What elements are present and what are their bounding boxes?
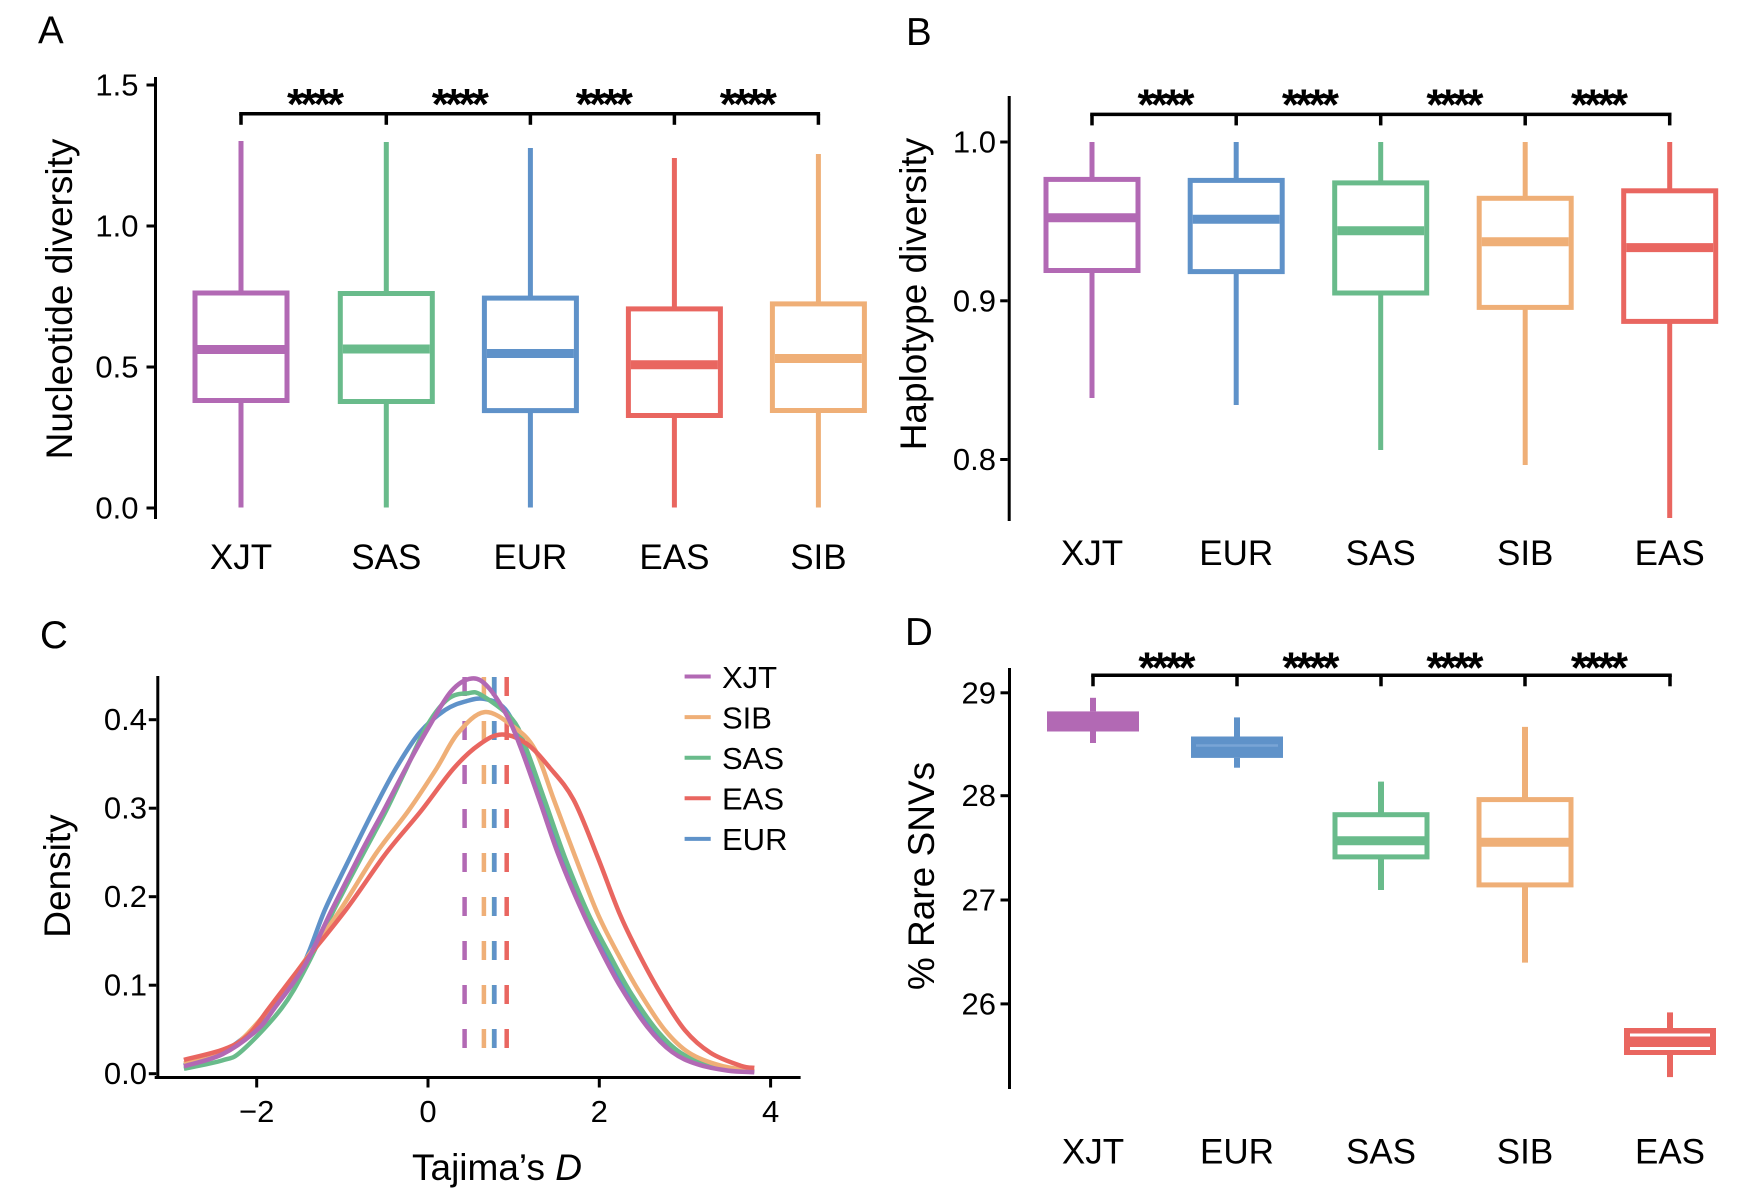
svg-text:Tajima’s D: Tajima’s D: [412, 1147, 582, 1188]
svg-text:****: ****: [1426, 644, 1484, 693]
svg-text:0.5: 0.5: [95, 350, 138, 385]
svg-text:****: ****: [720, 80, 778, 129]
svg-text:XJT: XJT: [1061, 534, 1123, 573]
svg-text:****: ****: [1571, 81, 1629, 130]
svg-text:EAS: EAS: [639, 538, 709, 577]
svg-text:1.5: 1.5: [95, 68, 138, 103]
svg-text:Nucleotide diversity: Nucleotide diversity: [39, 138, 80, 459]
svg-text:27: 27: [962, 883, 996, 918]
svg-text:0.4: 0.4: [104, 702, 147, 737]
svg-text:XJT: XJT: [722, 660, 777, 695]
svg-text:0.0: 0.0: [95, 491, 138, 526]
svg-text:0.3: 0.3: [104, 791, 147, 826]
svg-text:EAS: EAS: [722, 782, 784, 817]
svg-text:SIB: SIB: [722, 700, 772, 735]
svg-text:29: 29: [962, 675, 996, 710]
svg-text:C: C: [40, 614, 68, 657]
svg-text:0.0: 0.0: [104, 1056, 147, 1091]
svg-text:SAS: SAS: [1346, 534, 1416, 573]
svg-text:XJT: XJT: [210, 538, 272, 577]
svg-text:B: B: [906, 11, 932, 54]
svg-text:****: ****: [1282, 644, 1340, 693]
svg-text:****: ****: [576, 80, 634, 129]
svg-text:Density: Density: [37, 814, 78, 938]
svg-text:****: ****: [287, 80, 345, 129]
svg-text:****: ****: [1426, 81, 1484, 130]
svg-text:0.2: 0.2: [104, 879, 147, 914]
svg-text:A: A: [38, 10, 64, 53]
svg-text:−2: −2: [239, 1094, 274, 1129]
svg-text:Haplotype diversity: Haplotype diversity: [893, 137, 934, 450]
svg-text:2: 2: [591, 1094, 608, 1129]
svg-text:0.8: 0.8: [953, 442, 996, 477]
svg-text:SIB: SIB: [1497, 534, 1553, 573]
svg-text:0.9: 0.9: [953, 283, 996, 318]
svg-text:26: 26: [962, 986, 996, 1021]
svg-text:****: ****: [1138, 644, 1196, 693]
svg-text:EUR: EUR: [1200, 1133, 1274, 1172]
svg-text:EUR: EUR: [493, 538, 567, 577]
svg-text:EAS: EAS: [1635, 1133, 1705, 1172]
svg-text:****: ****: [1571, 644, 1629, 693]
svg-text:0.1: 0.1: [104, 968, 147, 1003]
svg-text:****: ****: [432, 80, 490, 129]
svg-text:D: D: [905, 611, 933, 654]
svg-text:1.0: 1.0: [95, 209, 138, 244]
svg-text:% Rare SNVs: % Rare SNVs: [901, 762, 942, 990]
svg-text:XJT: XJT: [1062, 1133, 1124, 1172]
svg-text:4: 4: [762, 1094, 779, 1129]
svg-text:SAS: SAS: [722, 741, 784, 776]
svg-text:SIB: SIB: [790, 538, 846, 577]
svg-text:EUR: EUR: [1199, 534, 1273, 573]
svg-text:****: ****: [1282, 81, 1340, 130]
svg-text:1.0: 1.0: [953, 125, 996, 160]
svg-text:28: 28: [962, 778, 996, 813]
svg-text:EUR: EUR: [722, 822, 787, 857]
svg-text:SAS: SAS: [351, 538, 421, 577]
svg-text:EAS: EAS: [1635, 534, 1705, 573]
svg-text:****: ****: [1137, 81, 1195, 130]
svg-text:SIB: SIB: [1497, 1133, 1553, 1172]
svg-text:0: 0: [419, 1094, 436, 1129]
svg-text:SAS: SAS: [1346, 1133, 1416, 1172]
